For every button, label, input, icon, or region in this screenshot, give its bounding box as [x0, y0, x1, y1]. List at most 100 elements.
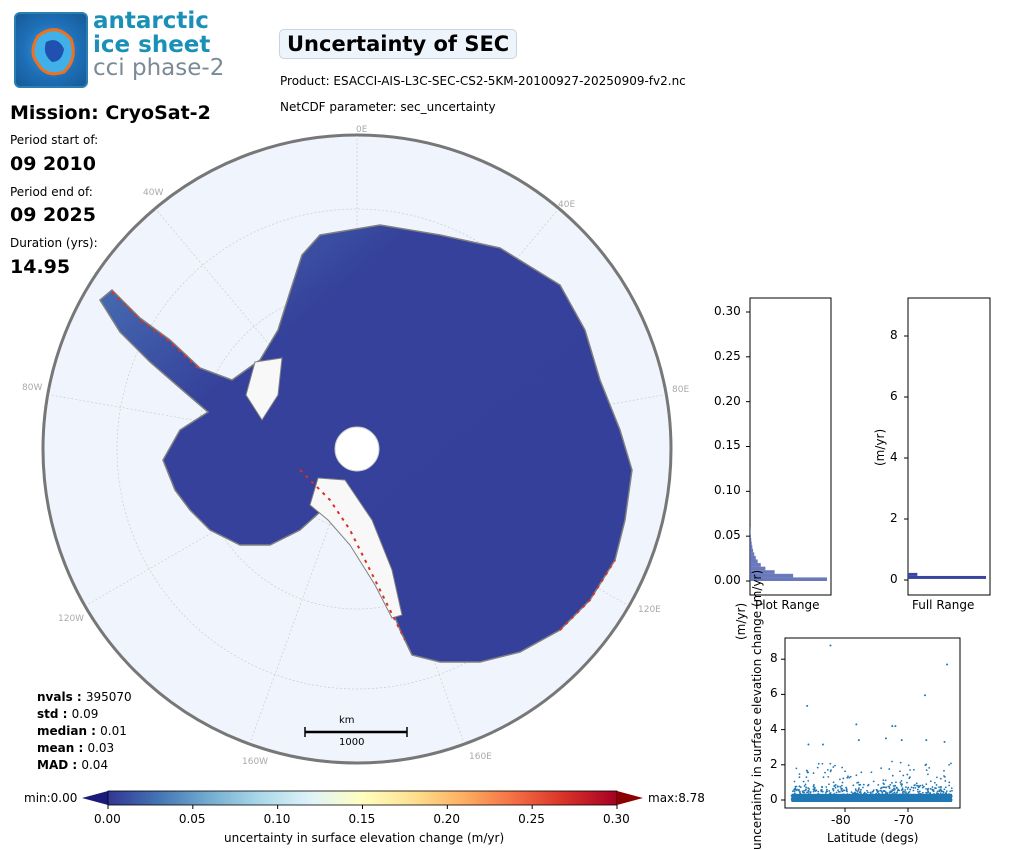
scatter-point: [931, 786, 934, 788]
scatter-point: [826, 768, 829, 771]
pole-hole: [334, 426, 380, 472]
scatter-point: [918, 792, 920, 795]
scatter-point: [863, 791, 866, 794]
scatter-point: [846, 776, 849, 779]
scatter-point: [884, 791, 887, 793]
scatter-point: [888, 768, 891, 770]
scatter-point: [925, 787, 927, 790]
scatter-point: [791, 790, 794, 793]
scatter-point: [844, 770, 847, 773]
scatter-point: [915, 782, 918, 785]
scatter-point: [832, 766, 835, 768]
scatter-point: [921, 791, 924, 794]
scatter-point: [841, 781, 844, 784]
scatter-point: [887, 785, 890, 788]
graticule-label: 120W: [58, 614, 85, 624]
scatter-point: [906, 788, 909, 790]
scatter-point: [902, 790, 905, 793]
scatter-point: [877, 784, 880, 786]
scatter-point: [929, 792, 932, 794]
y-tick-label: 0: [890, 572, 898, 586]
scatter-point: [925, 783, 928, 786]
scatter-point: [926, 789, 929, 791]
scatter-point: [925, 763, 928, 766]
scatter-point: [857, 781, 860, 784]
scatter-point: [849, 775, 852, 778]
scatter-point: [909, 788, 912, 791]
scatter-point: [804, 783, 807, 786]
scatter-point: [852, 784, 855, 787]
page-title: Uncertainty of SEC: [279, 29, 518, 59]
hist-bar: [750, 552, 755, 556]
y-tick-label: 0.20: [714, 393, 741, 408]
scatter-point: [886, 792, 889, 794]
scatter-point: [916, 784, 918, 787]
scatter-point: [918, 790, 921, 793]
scatter-point: [817, 790, 820, 793]
scatter-point: [797, 789, 800, 792]
scatter-point: [807, 779, 810, 782]
scatter-point: [825, 791, 827, 794]
period-start: 09 2010: [10, 153, 96, 175]
scatter-point: [925, 791, 927, 794]
scatter-point: [798, 785, 801, 788]
hist-bar: [750, 541, 752, 546]
scatter-point: [837, 785, 839, 788]
scatter-point: [795, 785, 798, 788]
scatter-point: [877, 790, 880, 793]
period-start-label: Period start of:: [10, 133, 99, 147]
scatter-point: [824, 771, 826, 774]
scatter-point: [891, 760, 893, 763]
hist-full-range-label: Full Range: [912, 598, 975, 612]
scatter-point: [804, 789, 807, 792]
scatter-point: [841, 766, 844, 769]
scatter-point: [858, 787, 860, 790]
stat-median: median : 0.01: [37, 724, 127, 738]
scatter-point: [821, 790, 824, 793]
scatter-point: [840, 784, 843, 787]
stat-std: std : 0.09: [37, 707, 99, 721]
scatter-point: [866, 789, 868, 792]
y-tick-label: 2: [890, 511, 898, 525]
colorbar-tick-label: 0.05: [178, 812, 206, 826]
scatter-point: [816, 766, 819, 769]
scatter-point: [890, 781, 893, 784]
graticule-label: 80W: [22, 383, 43, 393]
hist-bar: [908, 575, 986, 579]
scatter-point: [899, 761, 902, 764]
scatter-point: [891, 774, 894, 777]
colorbar-under-arrow: [82, 791, 108, 805]
y-tick-label: 6: [770, 686, 778, 701]
hist-bar: [750, 570, 775, 574]
scatter-point: [798, 791, 801, 794]
netcdf-parameter: NetCDF parameter: sec_uncertainty: [280, 100, 496, 114]
scatter-point: [793, 788, 795, 791]
scatter-point: [859, 783, 862, 786]
scatter-point: [855, 774, 858, 777]
scatter-point: [926, 791, 929, 794]
meridian-line: [144, 195, 358, 450]
scatter-point: [944, 786, 947, 789]
colorbar-tick-label: 0.30: [603, 812, 630, 826]
scatter-point: [882, 779, 885, 782]
scatter-point: [905, 786, 907, 789]
scatter-point: [890, 791, 892, 794]
scatter-point: [842, 777, 845, 780]
scatter-point: [809, 791, 812, 793]
scatter-point: [908, 790, 911, 793]
y-tick-label: 6: [890, 389, 898, 403]
scatter-point: [924, 694, 927, 697]
scatter-point: [938, 786, 940, 789]
scatter-point: [899, 781, 902, 784]
scatter-point: [879, 789, 882, 792]
scatter-point: [945, 792, 948, 794]
scatter-point: [894, 725, 897, 728]
colorbar-min-label: min:0.00: [24, 791, 78, 805]
scatter-point: [944, 776, 946, 778]
scatter-point: [846, 790, 848, 793]
scatter-point: [828, 792, 831, 795]
hist-bar: [750, 573, 794, 578]
x-tick-label: -80: [831, 813, 851, 827]
scatter-point: [909, 776, 911, 779]
